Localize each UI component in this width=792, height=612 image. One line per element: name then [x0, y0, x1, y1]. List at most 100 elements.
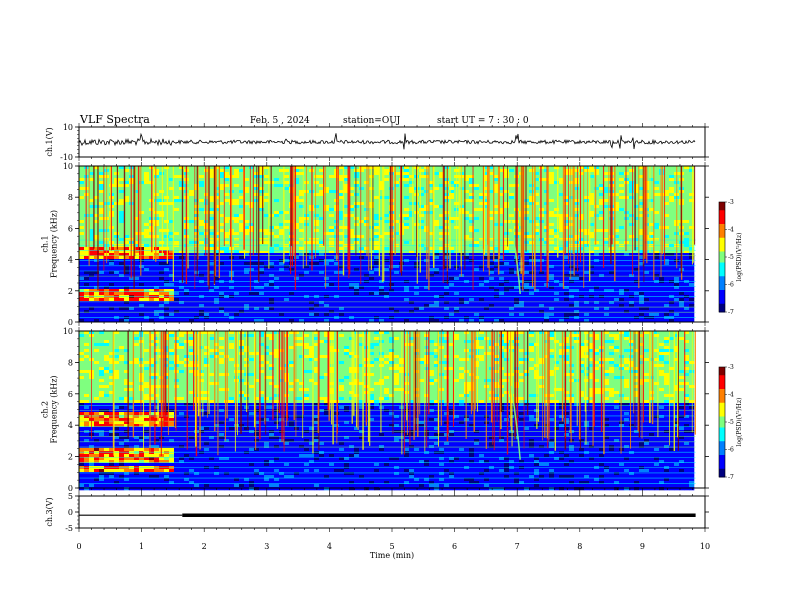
spectrogram-cell: [119, 217, 124, 220]
spectrogram-cell: [444, 187, 449, 190]
spectrogram-cell: [199, 301, 204, 304]
spectrogram-cell: [454, 280, 459, 283]
spectrogram-cell: [339, 283, 344, 286]
spectrogram-cell: [174, 208, 179, 211]
spectrogram-cell: [179, 292, 184, 295]
spectrogram-cell: [329, 229, 334, 232]
spectrogram-cell: [504, 265, 509, 268]
spectrogram-cell: [369, 292, 374, 295]
spectrogram-cell: [434, 211, 439, 214]
spectrogram-cell: [404, 301, 409, 304]
spectrogram-cell: [144, 313, 149, 316]
spectrogram-cell: [149, 316, 154, 319]
y-tick-label: 10: [63, 123, 73, 132]
spectrogram-cell: [194, 301, 199, 304]
spectrogram-cell: [359, 232, 364, 235]
spectrogram-cell: [154, 271, 159, 274]
spectrogram-cell: [444, 265, 449, 268]
spectrogram-cell: [174, 274, 179, 277]
spectrogram-cell: [119, 181, 124, 184]
spectrogram-cell: [79, 229, 84, 232]
spectrogram-cell: [119, 196, 124, 199]
spectrogram-cell: [89, 262, 94, 265]
spectrogram-cell: [89, 271, 94, 274]
spectrogram-cell: [234, 193, 239, 196]
spectrogram-cell: [499, 265, 504, 268]
spectrogram-cell: [324, 202, 329, 205]
spectrogram-cell: [144, 232, 149, 235]
spectrogram-cell: [309, 298, 314, 301]
spectrogram-cell: [154, 208, 159, 211]
spectrogram-cell: [309, 307, 314, 310]
spectrogram-cell: [174, 232, 179, 235]
spectrogram-cell: [284, 298, 289, 301]
spectrogram-cell: [139, 193, 144, 196]
spectrogram-cell: [414, 271, 419, 274]
spectrogram-cell: [374, 298, 379, 301]
spectrogram-cell: [234, 223, 239, 226]
spectrogram-cell: [394, 274, 399, 277]
spectrogram-cell: [199, 226, 204, 229]
spectrogram-cell: [179, 214, 184, 217]
spectrogram-cell: [314, 175, 319, 178]
spectrogram-cell: [189, 226, 194, 229]
spectrogram-cell: [444, 244, 449, 247]
spectrogram-cell: [434, 172, 439, 175]
spectrogram-cell: [374, 220, 379, 223]
spectrogram-cell: [99, 292, 104, 295]
spectrogram-cell: [119, 190, 124, 193]
spectrogram-cell: [224, 262, 229, 265]
spectrogram-cell: [384, 205, 389, 208]
spectrogram-cell: [404, 226, 409, 229]
spectrogram-cell: [114, 175, 119, 178]
ch1-spectrogram-panel: 0246810ch.1 Frequency (kHz): [41, 162, 710, 327]
spectrogram-cell: [314, 274, 319, 277]
spectrogram-cell: [444, 214, 449, 217]
spectrogram-cell: [444, 277, 449, 280]
spectrogram-cell: [394, 313, 399, 316]
spectrogram-cell: [384, 280, 389, 283]
spectrogram-cell: [399, 316, 404, 319]
spectrogram-cell: [409, 298, 414, 301]
spectrogram-cell: [209, 208, 214, 211]
spectrogram-cell: [324, 307, 329, 310]
spectrogram-cell: [329, 211, 334, 214]
spectrogram-cell: [419, 301, 424, 304]
spectrogram-cell: [419, 283, 424, 286]
spectrogram-cell: [359, 277, 364, 280]
spectrogram-cell: [314, 196, 319, 199]
spectrogram-cell: [259, 241, 264, 244]
spectrogram-cell: [384, 274, 389, 277]
spectrogram-cell: [304, 310, 309, 313]
spectrogram-cell: [504, 226, 509, 229]
spectrogram-cell: [359, 208, 364, 211]
spectrogram-cell: [384, 223, 389, 226]
spectrogram-cell: [474, 247, 479, 250]
spectrogram-cell: [159, 271, 164, 274]
spectrogram-cell: [514, 301, 519, 304]
spectrogram-cell: [154, 244, 159, 247]
spectrogram-cell: [139, 211, 144, 214]
spectrogram-cell: [249, 256, 254, 259]
spectrogram-cell: [479, 280, 484, 283]
spectrogram-cell: [129, 313, 134, 316]
spectrogram-cell: [174, 211, 179, 214]
spectrogram-cell: [174, 316, 179, 319]
spectrogram-cell: [404, 211, 409, 214]
spectrogram-cell: [419, 313, 424, 316]
spectrogram-cell: [174, 283, 179, 286]
spectrogram-cell: [179, 169, 184, 172]
spectrogram-cell: [329, 301, 334, 304]
spectrogram-cell: [324, 277, 329, 280]
spectrogram-cell: [259, 178, 264, 181]
spectrogram-cell: [194, 307, 199, 310]
spectrogram-cell: [224, 172, 229, 175]
spectrogram-cell: [114, 169, 119, 172]
spectrogram-cell: [429, 280, 434, 283]
spectrogram-cell: [299, 292, 304, 295]
spectrogram-cell: [474, 169, 479, 172]
spectrogram-cell: [319, 277, 324, 280]
spectrogram-cell: [484, 301, 489, 304]
spectrogram-cell: [354, 235, 359, 238]
spectrogram-cell: [324, 274, 329, 277]
